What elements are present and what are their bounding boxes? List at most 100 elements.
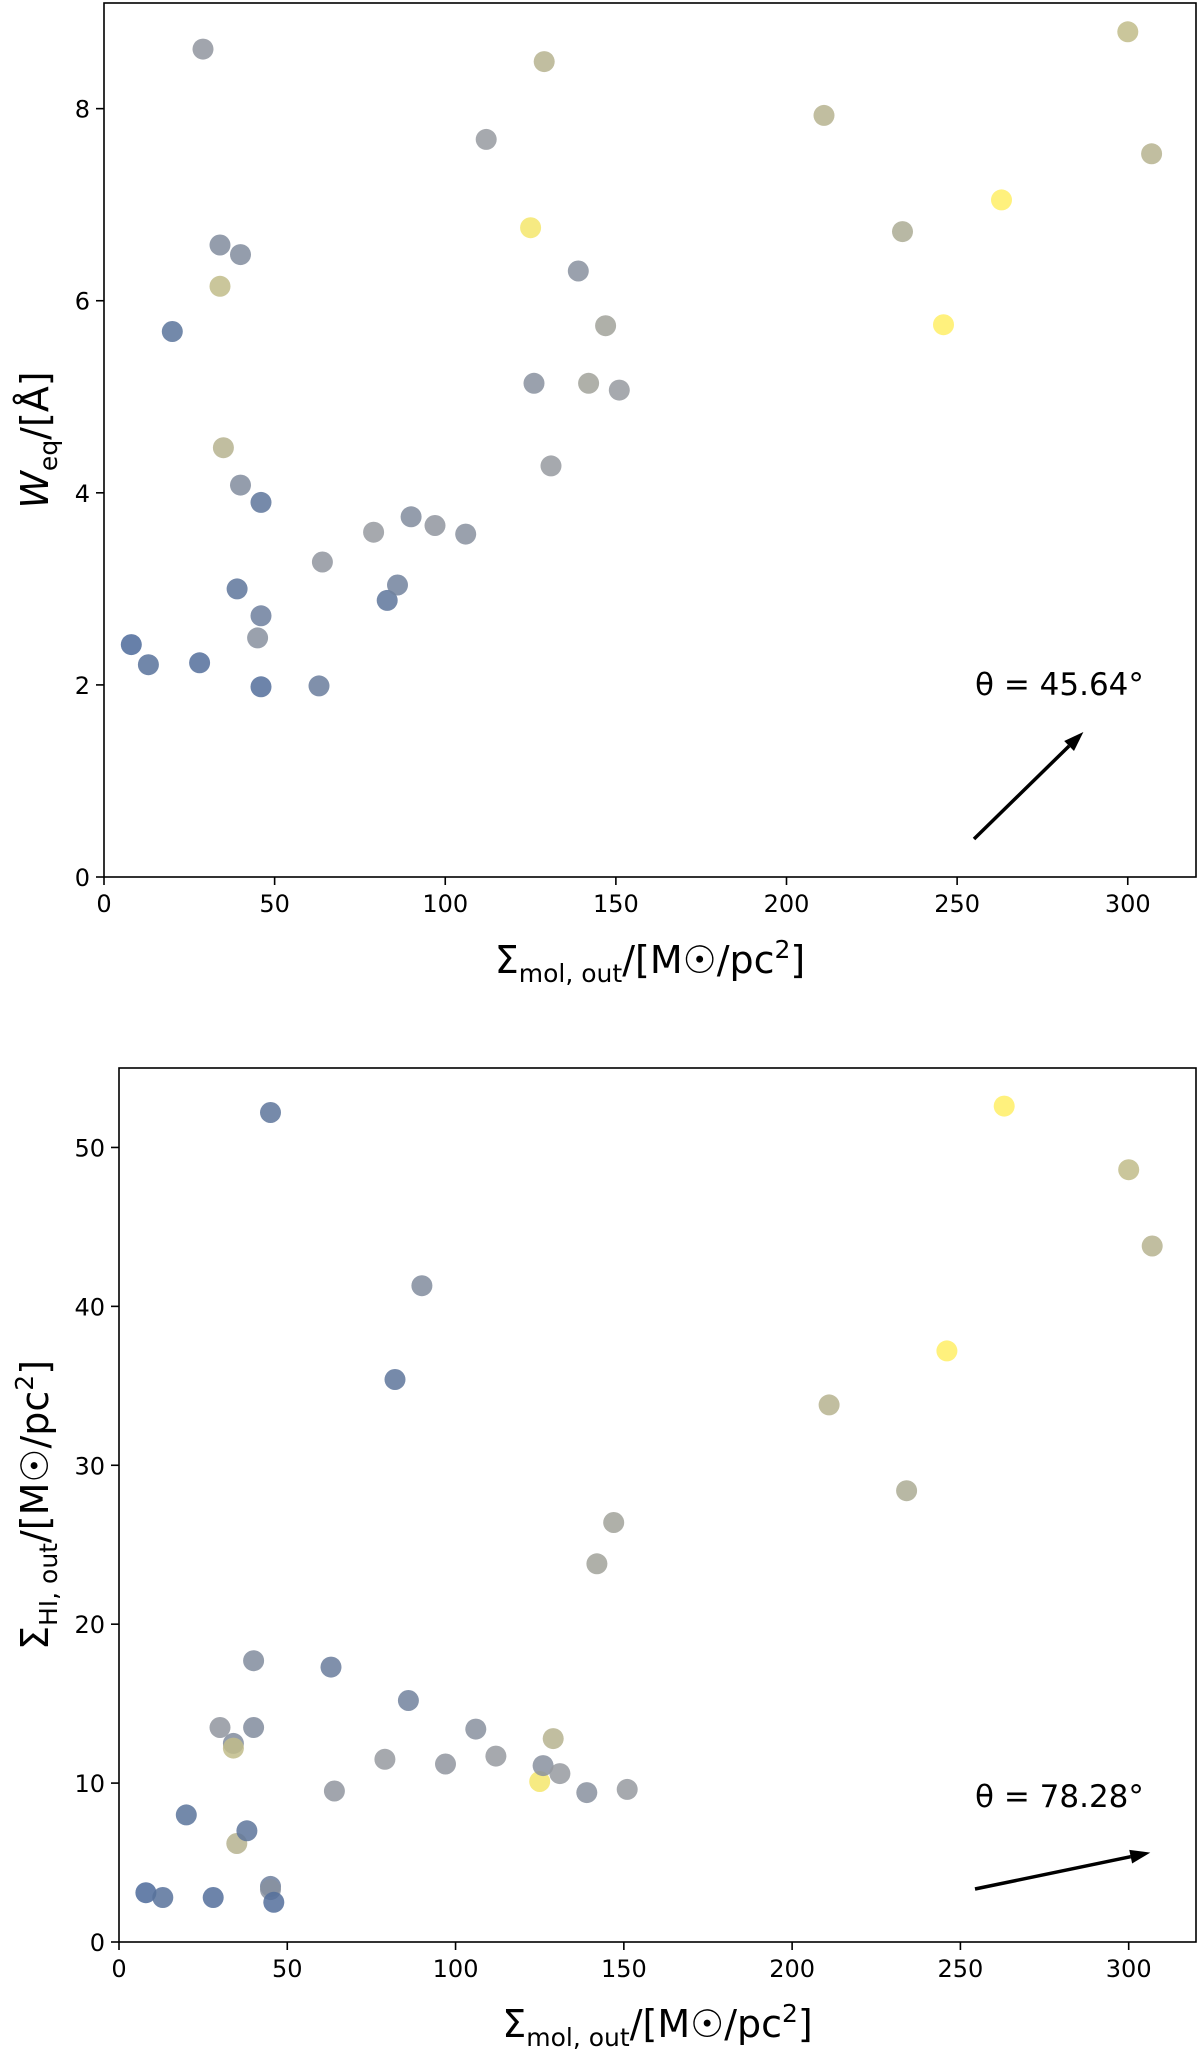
y-tick-label: 0 <box>90 1929 105 1957</box>
data-point <box>616 1778 638 1800</box>
y-tick-label: 30 <box>74 1452 105 1480</box>
data-point <box>608 379 630 401</box>
x-axis-label: Σmol, out/[M☉/pc2] <box>502 1999 813 2051</box>
x-axis-ticks: 0 50 100 150 200 250 300 <box>96 877 1151 918</box>
data-point <box>212 437 234 459</box>
x-tick-label: 100 <box>422 890 468 918</box>
data-point <box>209 1717 231 1738</box>
data-point <box>936 1340 958 1362</box>
y-tick-label: 2 <box>75 672 90 700</box>
data-point <box>243 1717 265 1738</box>
data-point <box>363 521 385 543</box>
data-point <box>230 474 251 496</box>
data-point <box>532 1755 554 1777</box>
data-point <box>135 1882 157 1904</box>
data-point <box>411 1275 433 1297</box>
data-point <box>813 104 835 126</box>
plot-frame <box>118 1067 1197 1943</box>
data-point <box>993 1095 1015 1117</box>
data-point <box>892 221 913 243</box>
data-point <box>236 1820 258 1842</box>
data-point <box>209 275 231 297</box>
y-axis-ticks: 0 2 4 6 8 <box>75 96 104 892</box>
data-point <box>387 574 408 596</box>
y-axis-label: ΣHI, out/[M☉/pc2] <box>10 1360 63 1650</box>
data-point <box>475 128 497 150</box>
scatter-panel-bottom: 0 50 100 150 200 250 300 0 10 20 30 40 50 Σmol, out… <box>10 1067 1197 2051</box>
data-point <box>576 1782 598 1804</box>
data-point <box>540 455 562 477</box>
x-tick-label: 0 <box>111 1955 126 1983</box>
y-tick-label: 4 <box>75 480 90 508</box>
angle-arrow-line <box>974 1854 1132 1891</box>
x-tick-label: 0 <box>96 890 111 918</box>
x-axis-label: Σmol, out/[M☉/pc2] <box>495 935 806 988</box>
y-tick-label: 8 <box>75 96 90 124</box>
data-point <box>202 1887 224 1908</box>
data-point <box>230 244 251 266</box>
data-point <box>896 1480 918 1502</box>
data-point <box>222 1737 244 1759</box>
data-point <box>523 372 545 394</box>
angle-arrow-line <box>972 744 1071 841</box>
data-point <box>549 1763 571 1785</box>
y-tick-label: 10 <box>74 1770 105 1798</box>
data-point <box>260 1102 281 1123</box>
data-point <box>397 1690 419 1711</box>
data-point <box>1141 143 1163 165</box>
data-point <box>192 38 214 60</box>
y-tick-label: 20 <box>74 1611 105 1639</box>
data-point <box>578 372 600 394</box>
y-axis-label: Weq/[Å] <box>13 371 63 508</box>
y-tick-label: 50 <box>74 1134 105 1162</box>
y-axis-ticks: 0 10 20 30 40 50 <box>74 1134 119 1957</box>
data-point <box>542 1728 564 1750</box>
data-point <box>308 675 330 697</box>
data-point <box>1141 1235 1163 1257</box>
data-point <box>323 1780 345 1802</box>
data-point <box>250 676 272 698</box>
data-point <box>209 234 231 256</box>
x-tick-label: 300 <box>1105 890 1151 918</box>
data-point <box>120 634 142 656</box>
data-point <box>567 260 589 282</box>
data-point <box>250 605 272 627</box>
data-point <box>152 1887 174 1908</box>
angle-annotation: θ = 78.28° <box>975 1779 1144 1815</box>
angle-annotation: θ = 45.64° <box>975 667 1144 703</box>
y-tick-label: 6 <box>75 288 90 316</box>
plot-frame <box>103 2 1197 878</box>
data-point <box>263 1891 285 1913</box>
x-tick-label: 50 <box>272 1955 303 1983</box>
data-point <box>465 1718 487 1740</box>
x-axis-ticks: 0 50 100 150 200 250 300 <box>111 1942 1152 1983</box>
data-point <box>400 506 422 528</box>
data-point <box>529 1771 551 1792</box>
data-point <box>933 314 954 336</box>
y-tick-label: 0 <box>75 864 90 892</box>
angle-arrow-head <box>1064 732 1084 752</box>
data-point <box>520 217 542 239</box>
data-point <box>1118 1159 1140 1181</box>
angle-arrow-head <box>1129 1849 1151 1864</box>
data-point <box>374 1748 396 1770</box>
data-point <box>533 51 555 73</box>
data-point <box>384 1369 406 1390</box>
x-tick-label: 50 <box>259 890 290 918</box>
data-point <box>485 1745 507 1767</box>
data-point <box>226 578 248 600</box>
scatter-panel-top: 0 50 100 150 200 250 300 0 2 4 6 8 Σmol, out/[M☉/p… <box>13 2 1197 988</box>
x-tick-label: 100 <box>433 1955 479 1983</box>
data-point <box>320 1656 342 1678</box>
data-point <box>1117 21 1139 43</box>
x-tick-label: 200 <box>769 1955 815 1983</box>
data-point <box>137 654 159 676</box>
data-point <box>455 523 477 545</box>
data-point <box>435 1753 456 1775</box>
data-point <box>991 189 1012 211</box>
x-tick-label: 300 <box>1106 1955 1152 1983</box>
x-tick-label: 250 <box>938 1955 984 1983</box>
data-point <box>603 1512 625 1533</box>
data-point <box>818 1394 840 1416</box>
